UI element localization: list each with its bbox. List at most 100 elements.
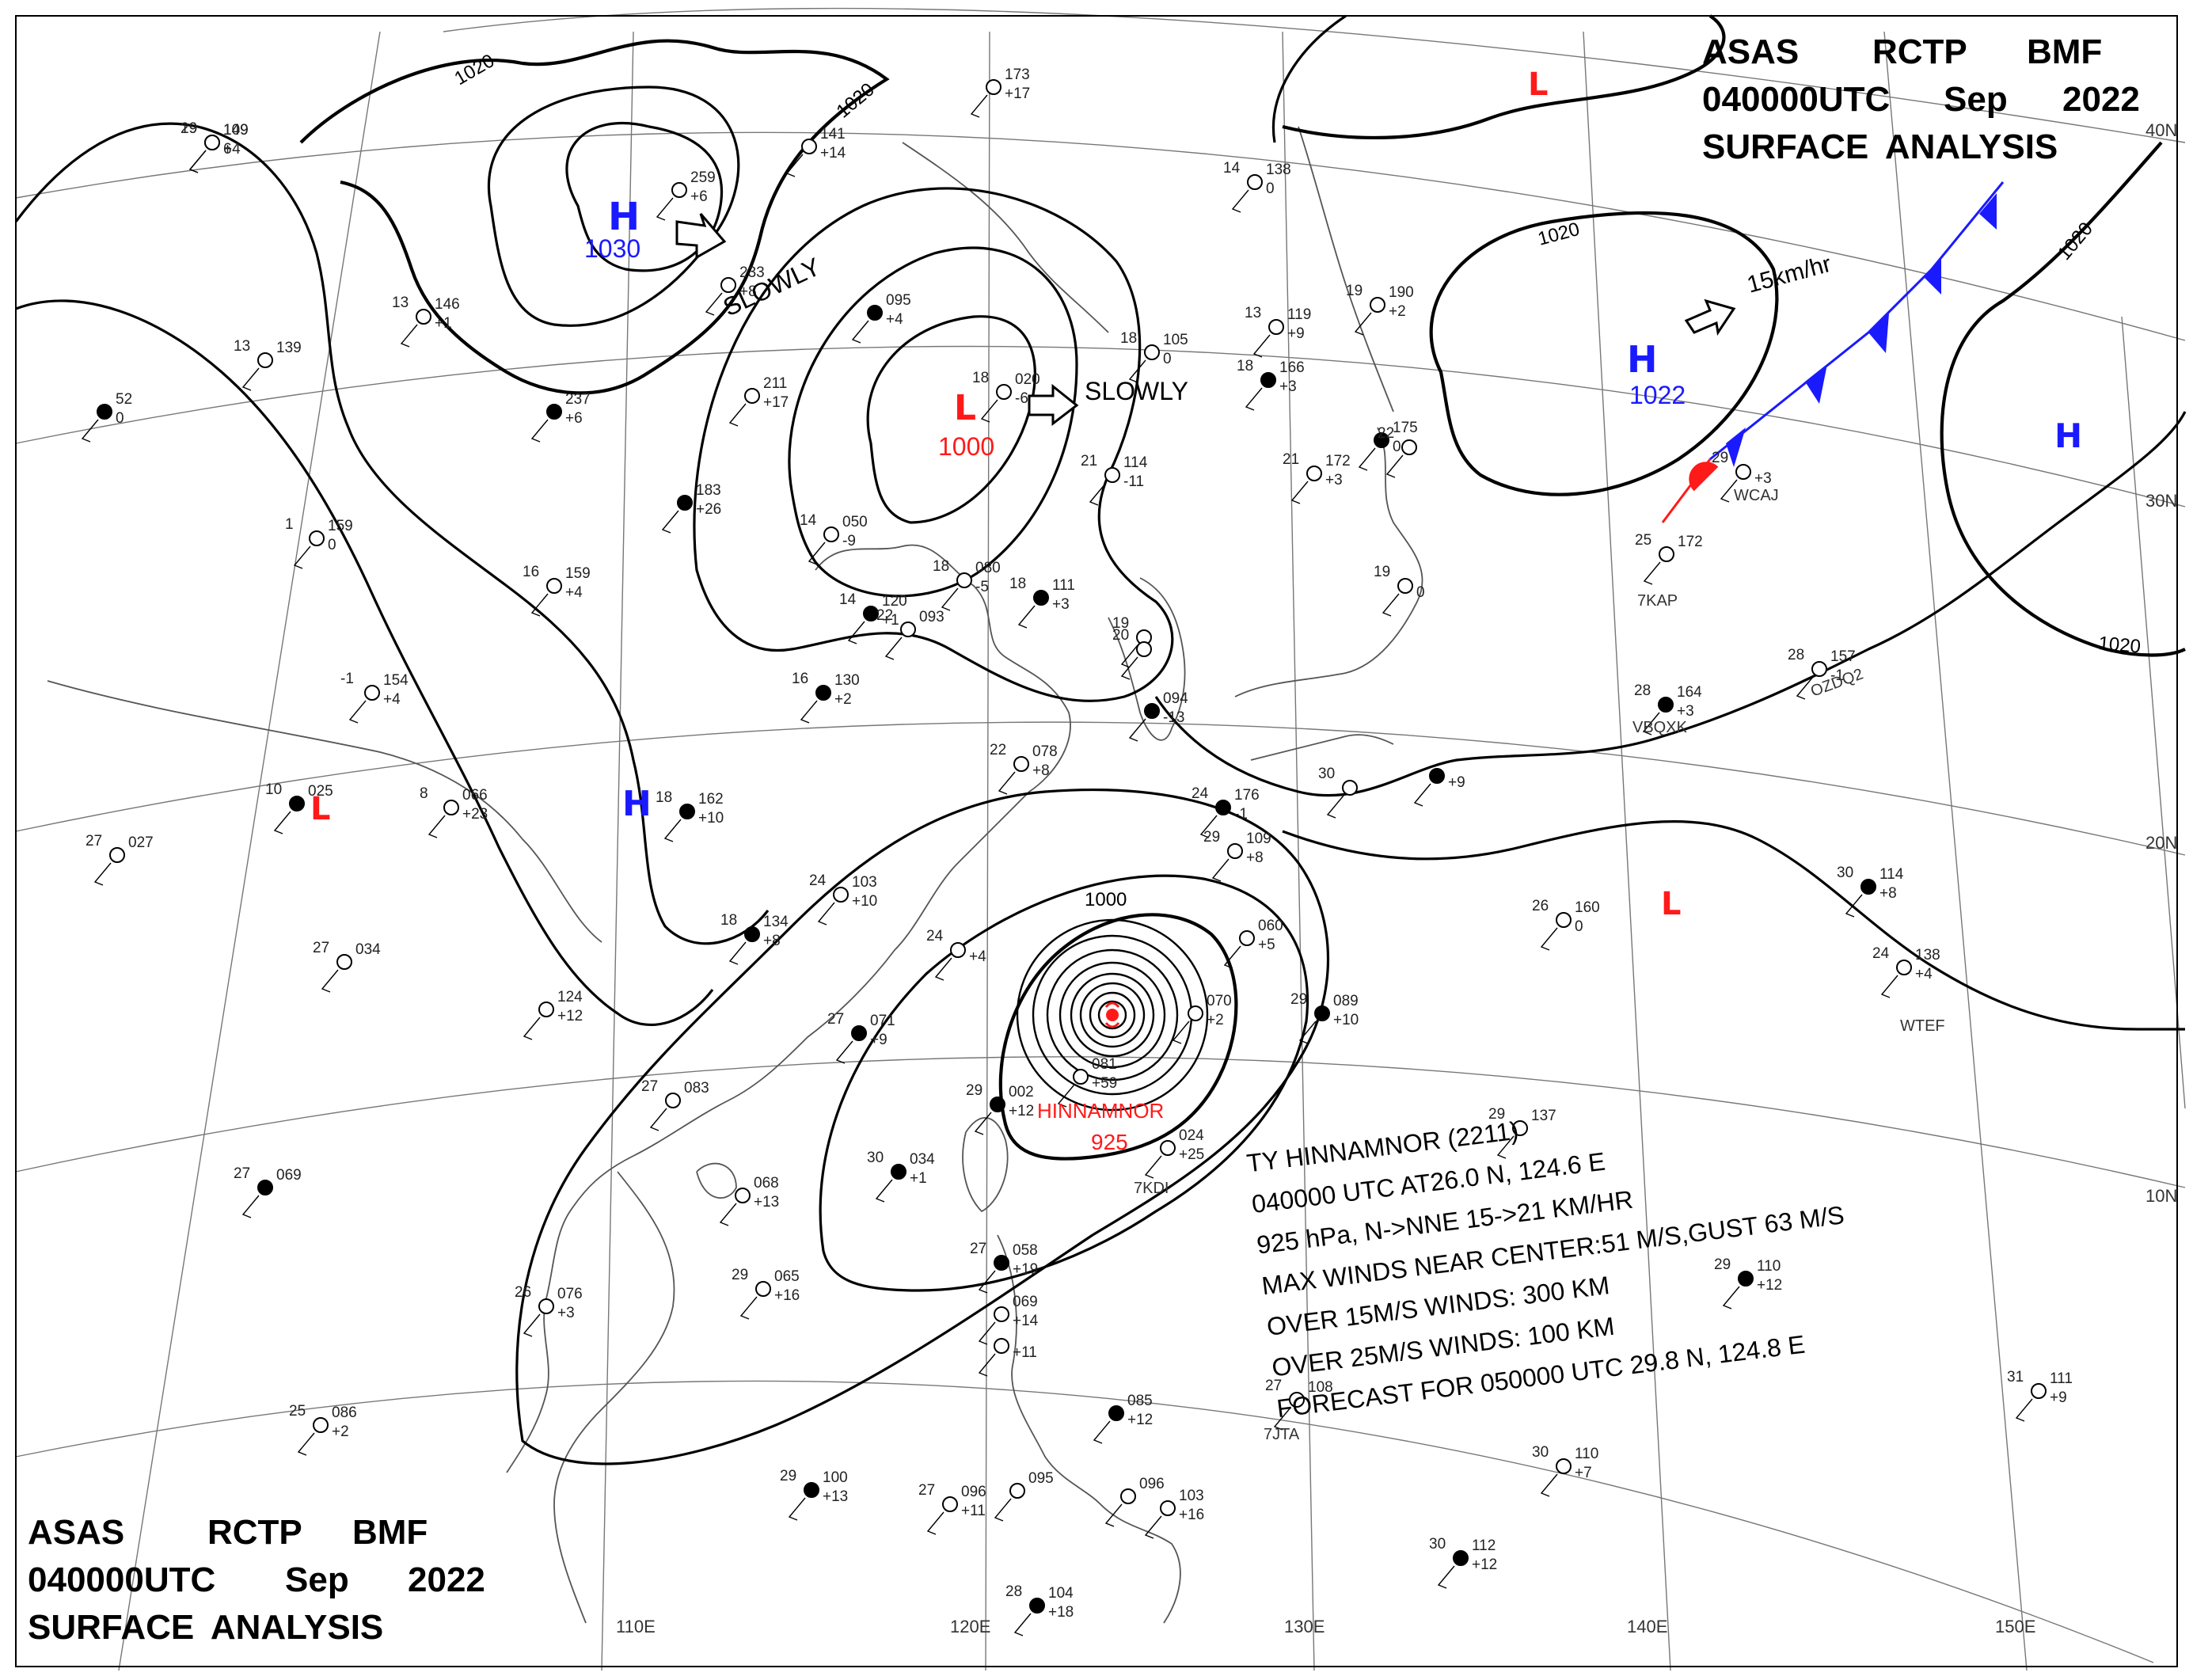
station-pressure: 112	[1472, 1537, 1496, 1554]
station-temperature: -1	[340, 671, 354, 687]
station-circle	[863, 606, 879, 621]
wind-barb	[241, 367, 260, 391]
coast-philippines	[997, 1234, 1181, 1624]
station-tendency: +16	[774, 1287, 800, 1304]
lat-line-40n	[443, 7, 2186, 143]
station-temperature: 21	[1283, 451, 1299, 468]
wind-barb	[1358, 447, 1376, 471]
station-temperature: 30	[1318, 766, 1335, 782]
station-temperature: 29	[780, 1468, 796, 1484]
station-circle	[97, 404, 112, 420]
station-circle	[416, 309, 431, 325]
wind-barb	[1880, 975, 1898, 998]
wind-barb	[728, 941, 747, 965]
station-tendency: -13	[1163, 709, 1184, 726]
station-pressure: 162	[698, 791, 724, 808]
station-pressure: 164	[1677, 684, 1702, 701]
station-tendency: +2	[332, 1423, 349, 1440]
station-circle	[665, 1093, 681, 1108]
cold-front-line	[1709, 181, 2005, 461]
station-circle	[986, 79, 1001, 95]
wind-barb	[851, 320, 869, 344]
header-bottom-time: 040000UTC	[28, 1560, 215, 1599]
station-tendency: +12	[1009, 1103, 1034, 1119]
lat-line-20n	[15, 721, 2186, 856]
wind-barb	[1413, 783, 1431, 807]
station-pressure: 211	[763, 375, 787, 392]
station-tendency: +26	[696, 501, 721, 518]
station-circle	[994, 1338, 1009, 1354]
station-tendency: +2	[1207, 1012, 1224, 1028]
station-tendency: +1	[882, 612, 899, 629]
station-temperature: 27	[970, 1241, 986, 1257]
station-pressure: 095	[1028, 1470, 1054, 1487]
station-circle	[1289, 1392, 1305, 1408]
ship-callsigns: WCAJ 7KAP VBQXK OZDQ2 WTEF 7KDI 7JTA	[1134, 487, 1945, 1443]
station-temperature: 18	[1009, 576, 1026, 592]
station-circle	[364, 685, 380, 701]
station-circle	[1556, 1458, 1572, 1474]
station-pressure: 095	[886, 292, 911, 309]
coast-gulf-bohai	[902, 142, 1109, 333]
station-tendency: +7	[1575, 1465, 1592, 1481]
station-circle	[801, 139, 817, 154]
station-circle	[1215, 800, 1231, 815]
isobar-ty-2	[819, 874, 1309, 1292]
header-bottom-month: Sep	[285, 1560, 349, 1599]
station-tendency: +8	[739, 283, 757, 300]
wind-barb	[1437, 1565, 1455, 1589]
station-pressure: 130	[834, 672, 860, 689]
isobar-high-1030-mid	[487, 86, 740, 327]
station-tendency: +10	[1333, 1012, 1359, 1028]
lat-label-40n: 40N	[2145, 120, 2177, 140]
station-temperature: 30	[1429, 1536, 1446, 1553]
station-circle	[546, 578, 562, 594]
station-temperature: 14	[839, 591, 857, 608]
station-tendency: +9	[870, 1032, 887, 1048]
station-pressure: 172	[1325, 453, 1351, 469]
station-temperature: 29	[1203, 829, 1220, 846]
coast-japan	[1234, 427, 1423, 761]
station-pressure: 066	[462, 787, 488, 804]
station-circle	[1556, 912, 1572, 928]
cold-front-tooth-3	[1868, 314, 1889, 353]
station-tendency: +10	[698, 810, 724, 827]
coast-korea	[1108, 577, 1186, 741]
ty-ring-6	[1079, 982, 1146, 1048]
station-pressure: 024	[1179, 1127, 1204, 1144]
station-pressure: 078	[1032, 743, 1058, 760]
station-circle	[1397, 578, 1413, 594]
station-circle	[1896, 960, 1912, 975]
ty-ring-7	[1089, 991, 1136, 1039]
station-tendency: +13	[754, 1194, 779, 1211]
wind-barb	[1540, 1473, 1558, 1497]
lat-line-10n	[15, 1056, 2186, 1188]
wind-barb	[884, 637, 903, 660]
wind-barb	[1017, 605, 1036, 629]
station-circle	[1108, 1405, 1124, 1421]
station-pressure: 120	[882, 593, 907, 610]
station-pressure: 065	[774, 1268, 800, 1285]
station-circle	[1160, 1140, 1176, 1156]
station-pressure: 080	[975, 560, 1001, 576]
station-temperature: 29	[1290, 991, 1307, 1008]
station-circle	[1227, 843, 1243, 859]
isobar-label: 1020	[2097, 633, 2142, 658]
wind-barb	[1093, 1420, 1111, 1444]
station-pressure: 124	[557, 989, 583, 1005]
station-temperature: 14	[800, 512, 817, 529]
station-circle	[1429, 768, 1445, 784]
station-circle	[1120, 1488, 1136, 1504]
coast-china	[506, 544, 1071, 1473]
station-pressure: 093	[919, 609, 944, 625]
station-tendency: 0	[1575, 918, 1583, 935]
station-tendency: -11	[1123, 473, 1144, 490]
station-temperature: 29	[1714, 1256, 1731, 1273]
wind-barb	[523, 1017, 541, 1040]
station-pressure: 237	[565, 391, 591, 408]
wind-barb	[1642, 712, 1660, 735]
wind-barb	[188, 150, 207, 173]
station-temperature: 29	[1488, 1106, 1505, 1123]
header-bottom-code: BMF	[352, 1513, 428, 1552]
station-pressure: 096	[961, 1484, 986, 1500]
